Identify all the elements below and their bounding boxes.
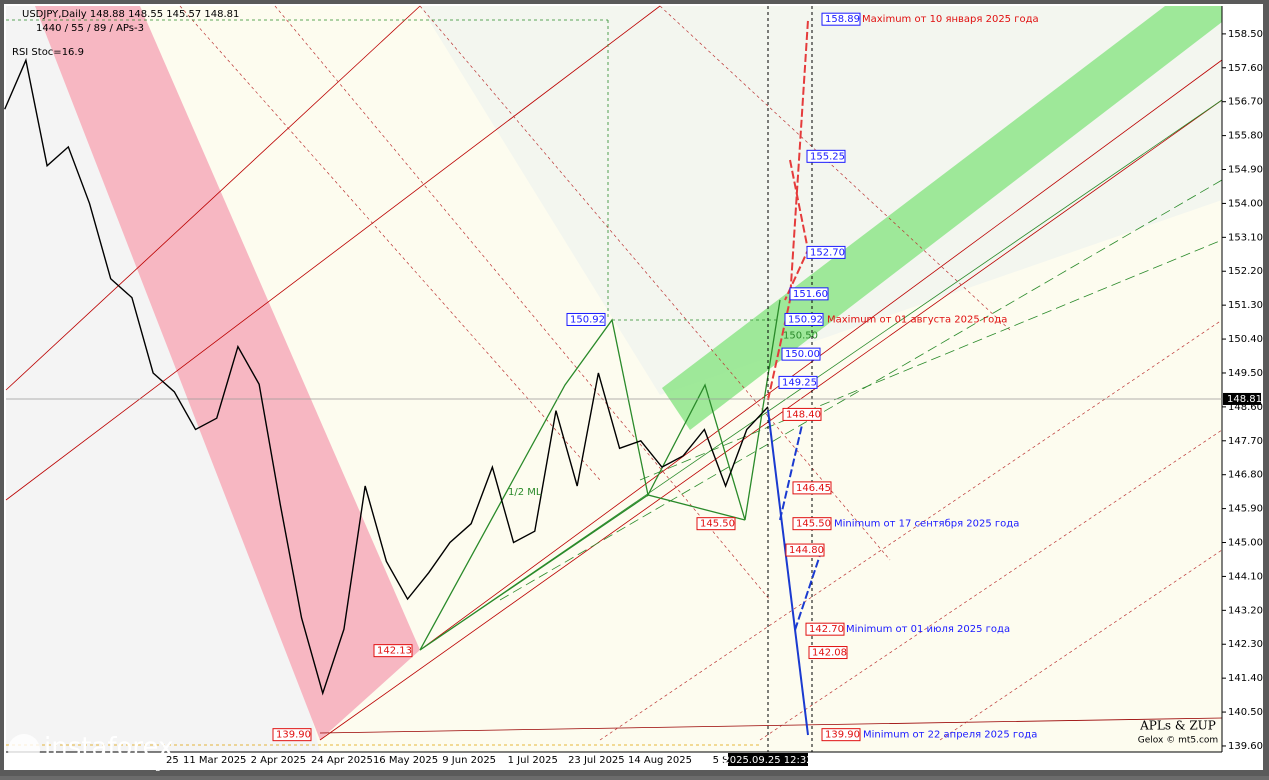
price-label: 142.13 <box>377 646 412 657</box>
bear-projection <box>779 424 803 521</box>
current-price-box <box>1223 392 1261 405</box>
price-box <box>784 312 824 326</box>
y-tick-label: 145.90 <box>1228 504 1263 515</box>
x-tick-label: 11 Mar 2025 <box>183 755 246 766</box>
price-label: 152.70 <box>810 247 845 258</box>
y-tick-label: 155.80 <box>1228 131 1263 142</box>
y-tick-label: 151.30 <box>1228 300 1263 311</box>
price-label: 145.50 <box>700 519 735 530</box>
x-tick-label: 9 Jun 2025 <box>442 755 496 766</box>
price-label: 150.00 <box>785 349 820 360</box>
y-tick-label: 152.20 <box>1228 266 1263 277</box>
price-label: 151.60 <box>793 289 828 300</box>
price-label: 158.89 <box>825 14 860 25</box>
current-price-label: 148.81 <box>1227 394 1262 405</box>
price-label: 142.70 <box>809 624 844 635</box>
price-label: 144.80 <box>789 545 824 556</box>
price-box <box>805 622 845 636</box>
y-tick-label: 140.50 <box>1228 707 1263 718</box>
y-tick-label: 143.20 <box>1228 605 1263 616</box>
y-tick-label: 154.00 <box>1228 198 1263 209</box>
price-box <box>373 644 413 658</box>
price-box <box>792 481 832 495</box>
price-label: 150.92 <box>788 314 823 325</box>
dotted-lines <box>6 5 1223 746</box>
price-box <box>806 245 846 259</box>
y-tick-label: 147.70 <box>1228 436 1263 447</box>
price-label: 142.08 <box>812 648 847 659</box>
y-tick-label: 144.10 <box>1228 571 1263 582</box>
y-tick-label: 150.40 <box>1228 334 1263 345</box>
y-tick-label: 157.60 <box>1228 63 1263 74</box>
price-label: 150.92 <box>570 314 605 325</box>
price-box <box>821 12 861 26</box>
y-axis-area <box>1222 6 1262 752</box>
dynamic: 139.60 140.50 141.40 142.30 143.20 144.10 145.… <box>4 12 1263 766</box>
price-label: 146.45 <box>796 483 831 494</box>
green-label: 150.50 <box>783 330 818 341</box>
x-tick-label: 24 Apr 2025 <box>311 755 373 766</box>
credit: Gelox © mt5.com <box>1138 736 1218 746</box>
chart-title: USDJPY,Daily 148.88 148.55 145.57 148.81 <box>22 9 239 20</box>
price-box <box>272 728 312 742</box>
price-box <box>821 728 861 742</box>
annotation: Maximum от 01 августа 2025 года <box>827 314 1007 325</box>
x-tick-label: 1 Jul 2025 <box>508 755 558 766</box>
x-tick-label: 2025.09.25 12:32 <box>723 755 812 766</box>
logo-tagline: Instant Forex Trading <box>46 759 162 772</box>
price-box <box>808 646 848 660</box>
pink-channel <box>35 6 420 740</box>
y-tick-label: 154.90 <box>1228 165 1263 176</box>
x-label-box <box>728 753 808 766</box>
x-tick-label: 16 May 2025 <box>373 755 438 766</box>
y-tick-label: 149.50 <box>1228 368 1263 379</box>
annotation: Minimum от 22 апреля 2025 года <box>863 730 1037 741</box>
price-label: 139.90 <box>276 730 311 741</box>
logo-text: instaforex <box>44 733 173 763</box>
price-line <box>4 57 769 696</box>
y-tick-label: 158.50 <box>1228 29 1263 40</box>
y-tick-label: 139.60 <box>1228 741 1263 752</box>
annotation: Minimum от 01 июля 2025 года <box>846 624 1010 635</box>
subtitle: 1440 / 55 / 89 / APs-3 <box>36 23 144 34</box>
x-tick-label: 2 Apr 2025 <box>251 755 306 766</box>
price-label: 148.40 <box>786 409 821 420</box>
green-lines <box>6 19 1223 651</box>
x-tick-label: 14 Aug 2025 <box>628 755 692 766</box>
y-tick-label: 145.00 <box>1228 538 1263 549</box>
y-tick-label: 141.40 <box>1228 673 1263 684</box>
x-tick-label: 5 Se <box>713 755 735 766</box>
y-tick-label: 156.70 <box>1228 97 1263 108</box>
y-tick-label: 142.30 <box>1228 639 1263 650</box>
price-label: 149.25 <box>782 377 817 388</box>
annotation: Maximum от 10 января 2025 года <box>862 14 1039 25</box>
price-box <box>778 375 818 389</box>
bear-projection <box>794 554 821 631</box>
annotation: Minimum от 17 сентября 2025 года <box>834 519 1019 530</box>
indicator: RSI Stoc=16.9 <box>12 47 84 58</box>
x-tick-label: 25 <box>166 755 179 766</box>
y-tick-label: 153.10 <box>1228 232 1263 243</box>
price-box <box>806 149 846 163</box>
x-tick-label: 23 Jul 2025 <box>568 755 625 766</box>
price-label: 155.25 <box>810 151 845 162</box>
price-box <box>696 517 736 531</box>
logo: instaforex Instant Forex Trading <box>8 733 173 772</box>
price-box <box>785 543 825 557</box>
bear-projection <box>767 409 809 736</box>
logo-icon <box>8 734 40 766</box>
credit: APLs & ZUP <box>1139 719 1216 733</box>
price-box <box>566 312 606 326</box>
price-box <box>792 517 832 531</box>
price-box <box>781 347 821 361</box>
y-tick-label: 148.60 <box>1228 402 1263 413</box>
price-box <box>782 407 822 421</box>
pale-zone <box>420 6 1222 395</box>
median-label: 1/2 ML <box>508 487 542 498</box>
price-box <box>789 287 829 301</box>
price-label: 139.90 <box>825 730 860 741</box>
y-tick-label: 146.80 <box>1228 470 1263 481</box>
price-label: 145.50 <box>796 519 831 530</box>
